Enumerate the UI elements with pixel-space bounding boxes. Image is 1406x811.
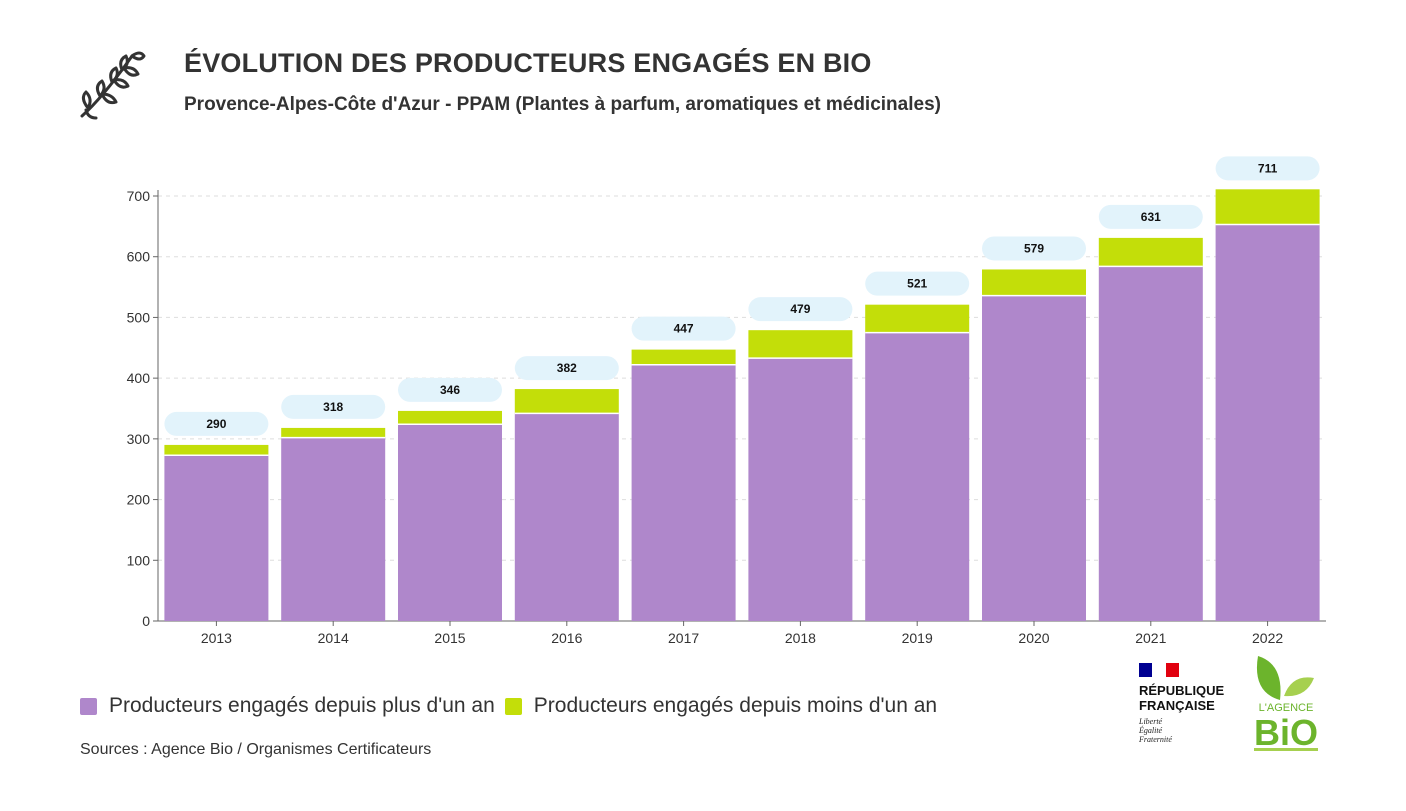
total-label: 521	[907, 277, 927, 291]
bar-less-than-one-year	[281, 427, 386, 438]
bar-more-than-one-year	[1215, 224, 1320, 622]
total-label: 631	[1141, 210, 1161, 224]
total-label: 290	[206, 417, 226, 431]
x-tick-label: 2022	[1252, 630, 1283, 646]
x-tick-label: 2013	[201, 630, 232, 646]
x-tick-label: 2016	[551, 630, 582, 646]
total-label-background	[748, 297, 853, 322]
total-label-background	[164, 411, 269, 436]
total-label: 346	[440, 383, 460, 397]
bar-less-than-one-year	[865, 304, 970, 333]
bar-more-than-one-year	[982, 295, 1086, 621]
agence-bio-logo: L'AGENCE BiO	[1254, 656, 1318, 752]
bar-more-than-one-year	[631, 364, 736, 621]
legend-label-more-than-one-year: Producteurs engagés depuis plus d'un an	[109, 694, 495, 717]
bar-less-than-one-year	[748, 330, 853, 359]
bar-less-than-one-year	[982, 269, 1086, 296]
total-label: 318	[323, 400, 343, 414]
bar-more-than-one-year	[281, 437, 386, 621]
bar-less-than-one-year	[514, 389, 619, 414]
total-label: 382	[557, 361, 577, 375]
total-label-background	[982, 236, 1086, 261]
y-tick-label: 600	[127, 249, 151, 265]
legend-item-more-than-one-year: Producteurs engagés depuis plus d'un an	[80, 694, 495, 718]
bar-less-than-one-year	[1098, 237, 1203, 267]
y-tick-label: 400	[127, 370, 151, 386]
total-label-background	[631, 316, 736, 341]
x-tick-label: 2015	[434, 630, 465, 646]
republique-francaise-name: RÉPUBLIQUE FRANÇAISE	[1139, 683, 1225, 713]
legend: Producteurs engagés depuis plus d'un an …	[80, 694, 947, 718]
bar-more-than-one-year	[865, 332, 970, 621]
herb-sprig-icon	[80, 51, 146, 120]
y-tick-label: 700	[127, 188, 151, 204]
svg-text:BiO: BiO	[1254, 712, 1318, 752]
total-label: 479	[790, 302, 810, 316]
total-label-background	[1215, 156, 1320, 181]
x-tick-label: 2014	[318, 630, 349, 646]
total-label: 711	[1258, 161, 1278, 175]
total-label-background	[398, 377, 502, 402]
legend-item-less-than-one-year: Producteurs engagés depuis moins d'un an	[504, 694, 938, 718]
y-tick-label: 0	[142, 613, 150, 629]
x-tick-label: 2019	[902, 630, 933, 646]
y-tick-label: 300	[127, 431, 151, 447]
total-label-background	[514, 356, 619, 381]
y-tick-label: 500	[127, 309, 151, 325]
svg-text:L'AGENCE: L'AGENCE	[1259, 702, 1314, 714]
x-tick-label: 2021	[1135, 630, 1166, 646]
bar-more-than-one-year	[748, 358, 853, 621]
bar-less-than-one-year	[398, 410, 502, 425]
total-label-background	[1098, 204, 1203, 229]
y-tick-label: 200	[127, 492, 151, 508]
total-label: 447	[674, 322, 694, 336]
x-tick-label: 2018	[785, 630, 816, 646]
stacked-bar-chart: 0 100 200 300 400 500 600 700 290 2013 318 2014 346 2…	[127, 156, 1326, 646]
bar-more-than-one-year	[398, 424, 502, 621]
bar-more-than-one-year	[164, 455, 269, 621]
legend-swatch-more-than-one-year	[80, 697, 97, 715]
x-tick-label: 2020	[1018, 630, 1049, 646]
chart-subtitle: Provence-Alpes-Côte d'Azur - PPAM (Plant…	[184, 94, 941, 115]
legend-label-less-than-one-year: Producteurs engagés depuis moins d'un an	[533, 694, 938, 717]
republique-francaise-motto: Liberté Égalité Fraternité	[1139, 717, 1172, 744]
chart-title: ÉVOLUTION DES PRODUCTEURS ENGAGÉS EN BIO	[184, 48, 872, 78]
y-tick-label: 100	[127, 552, 151, 568]
bar-less-than-one-year	[631, 349, 736, 365]
total-label-background	[865, 271, 970, 296]
bar-less-than-one-year	[164, 444, 269, 456]
bar-less-than-one-year	[1215, 189, 1320, 225]
bar-more-than-one-year	[514, 413, 619, 621]
total-label: 579	[1024, 241, 1044, 255]
french-flag-icon	[1139, 663, 1179, 677]
total-label-background	[281, 394, 386, 419]
legend-swatch-less-than-one-year	[504, 697, 522, 715]
source-note: Sources : Agence Bio / Organismes Certif…	[80, 741, 432, 758]
republique-francaise-logo: RÉPUBLIQUE FRANÇAISE Liberté Égalité Fra…	[1139, 663, 1235, 744]
bar-more-than-one-year	[1098, 266, 1203, 621]
x-tick-label: 2017	[668, 630, 699, 646]
